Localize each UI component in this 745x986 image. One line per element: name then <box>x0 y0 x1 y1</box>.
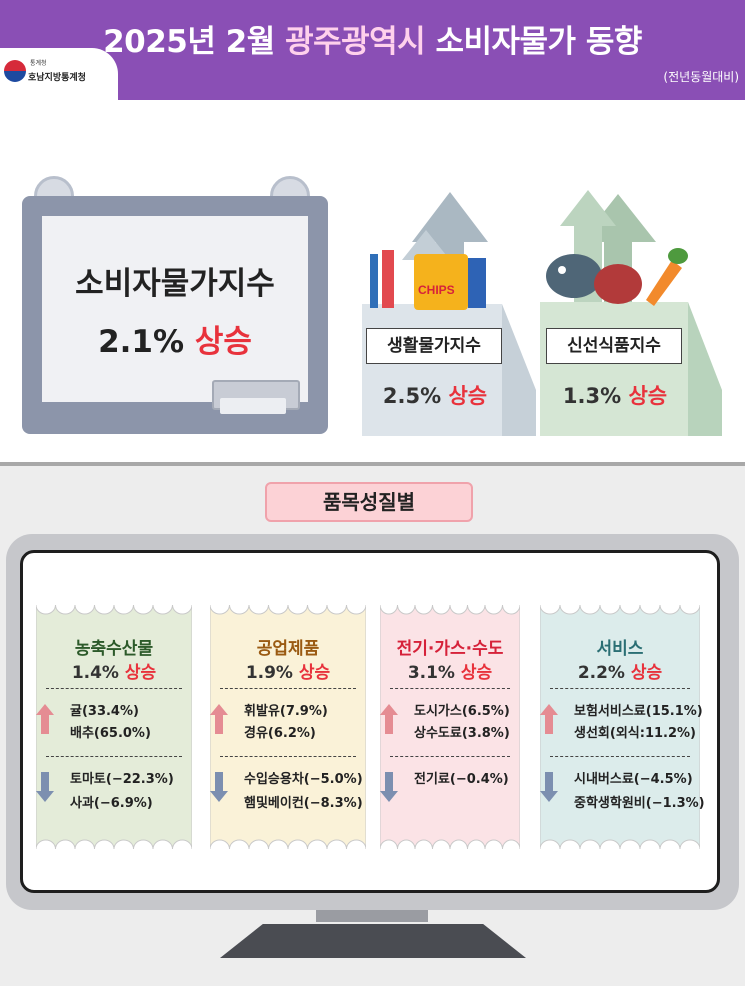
living-value: 2.5% 상승 <box>360 380 510 410</box>
fresh-label: 신선식품지수 <box>546 328 682 364</box>
down-arrow-icon <box>380 772 398 802</box>
section-title: 품목성질별 <box>265 482 473 522</box>
ticket-value-number: 3.1% <box>407 663 461 683</box>
fresh-goods-icon <box>546 248 688 306</box>
logo-text: 호남지방통계청 <box>28 73 86 83</box>
ticket-separator <box>46 756 182 757</box>
increase-item: 휘발유(7.9%) <box>244 704 328 719</box>
monitor-stand-neck <box>316 910 428 922</box>
cpi-title: 소비자물가지수 <box>75 266 275 302</box>
increase-item: 상수도료(3.8%) <box>414 726 510 741</box>
category-ticket: 농축수산물 1.4% 상승 귤(33.4%) 배추(65.0%) 토마토(−22.3%)… <box>36 596 192 858</box>
increase-item: 경유(6.2%) <box>244 726 316 741</box>
comparison-note: (전년동월대비) <box>663 70 739 84</box>
fresh-value: 1.3% 상승 <box>540 380 690 410</box>
category-ticket: 서비스 2.2% 상승 보험서비스료(15.1%) 생선회(외식:11.2%) 시내버스… <box>540 596 705 858</box>
header-banner <box>0 0 745 100</box>
ticket-value: 1.9% 상승 <box>210 658 366 683</box>
decrease-item: 수입승용차(−5.0%) <box>244 772 363 787</box>
ticket-value: 3.1% 상승 <box>380 658 520 683</box>
ticket-title: 농축수산물 <box>74 639 154 659</box>
decrease-item: 햄및베이컨(−8.3%) <box>244 796 363 811</box>
ticket-value: 2.2% 상승 <box>540 658 700 683</box>
fresh-value-number: 1.3% <box>562 384 622 408</box>
chips-label: CHIPS <box>418 283 455 297</box>
statistics-logo-icon <box>4 60 26 82</box>
ticket-separator <box>550 756 690 757</box>
decrease-item: 사과(−6.9%) <box>70 796 153 811</box>
down-arrow-icon <box>540 772 558 802</box>
increase-item: 보험서비스료(15.1%) <box>574 704 703 719</box>
ticket-separator <box>390 688 510 689</box>
cpi-board-screen <box>42 216 308 402</box>
living-direction: 상승 <box>448 384 488 408</box>
ticket-separator <box>550 688 690 689</box>
ticket-title: 공업제품 <box>256 639 320 659</box>
section-divider <box>0 462 745 466</box>
ticket-title: 전기·가스·수도 <box>396 639 504 659</box>
title-part1: 2025년 2월 <box>103 24 286 60</box>
ticket-shape <box>210 604 366 850</box>
cpi-direction: 상승 <box>194 324 252 360</box>
ticket-value: 1.4% 상승 <box>36 658 192 683</box>
decrease-item: 전기료(−0.4%) <box>414 772 509 787</box>
increase-item: 도시가스(6.5%) <box>414 704 510 719</box>
ticket-separator <box>220 688 356 689</box>
up-arrow-icon <box>380 704 398 734</box>
ticket-separator <box>46 688 182 689</box>
cpi-value-number: 2.1% <box>98 324 185 360</box>
ticket-shape <box>36 604 192 850</box>
increase-item: 생선회(외식:11.2%) <box>574 726 696 741</box>
title-part2: 소비자물가 동향 <box>425 24 642 60</box>
page-title: 2025년 2월 광주광역시 소비자물가 동향 <box>0 16 745 61</box>
cpi-value: 2.1% 상승 <box>42 316 308 361</box>
ticket-separator <box>220 756 356 757</box>
category-ticket: 공업제품 1.9% 상승 휘발유(7.9%) 경유(6.2%) 수입승용차(−5.0%)… <box>210 596 366 858</box>
ticket-value-number: 1.4% <box>71 663 125 683</box>
down-arrow-icon <box>36 772 54 802</box>
up-arrow-icon <box>540 704 558 734</box>
increase-item: 귤(33.4%) <box>70 704 139 719</box>
ticket-value-number: 1.9% <box>245 663 299 683</box>
down-arrow-icon <box>210 772 228 802</box>
ticket-direction: 상승 <box>124 663 157 683</box>
ticket-value-number: 2.2% <box>577 663 631 683</box>
fresh-direction: 상승 <box>628 384 668 408</box>
increase-item: 배추(65.0%) <box>70 726 151 741</box>
living-value-number: 2.5% <box>382 384 442 408</box>
living-goods-icon: CHIPS <box>370 250 486 310</box>
logo-small-text: 통계청 <box>30 60 47 67</box>
ticket-shape <box>380 604 520 850</box>
decrease-item: 토마토(−22.3%) <box>70 772 174 787</box>
up-arrow-icon <box>36 704 54 734</box>
decrease-item: 중학생학원비(−1.3%) <box>574 796 705 811</box>
ticket-separator <box>390 756 510 757</box>
board-eraser-icon <box>220 398 286 414</box>
ticket-direction: 상승 <box>298 663 331 683</box>
ticket-direction: 상승 <box>460 663 493 683</box>
ticket-direction: 상승 <box>630 663 663 683</box>
ticket-shape <box>540 604 700 850</box>
ticket-title: 서비스 <box>596 639 644 659</box>
category-ticket: 전기·가스·수도 3.1% 상승 도시가스(6.5%) 상수도료(3.8%) 전기료(−… <box>380 596 520 858</box>
living-label: 생활물가지수 <box>366 328 502 364</box>
up-arrow-icon <box>210 704 228 734</box>
monitor-stand-base <box>220 924 526 958</box>
title-highlight: 광주광역시 <box>285 24 426 60</box>
decrease-item: 시내버스료(−4.5%) <box>574 772 693 787</box>
